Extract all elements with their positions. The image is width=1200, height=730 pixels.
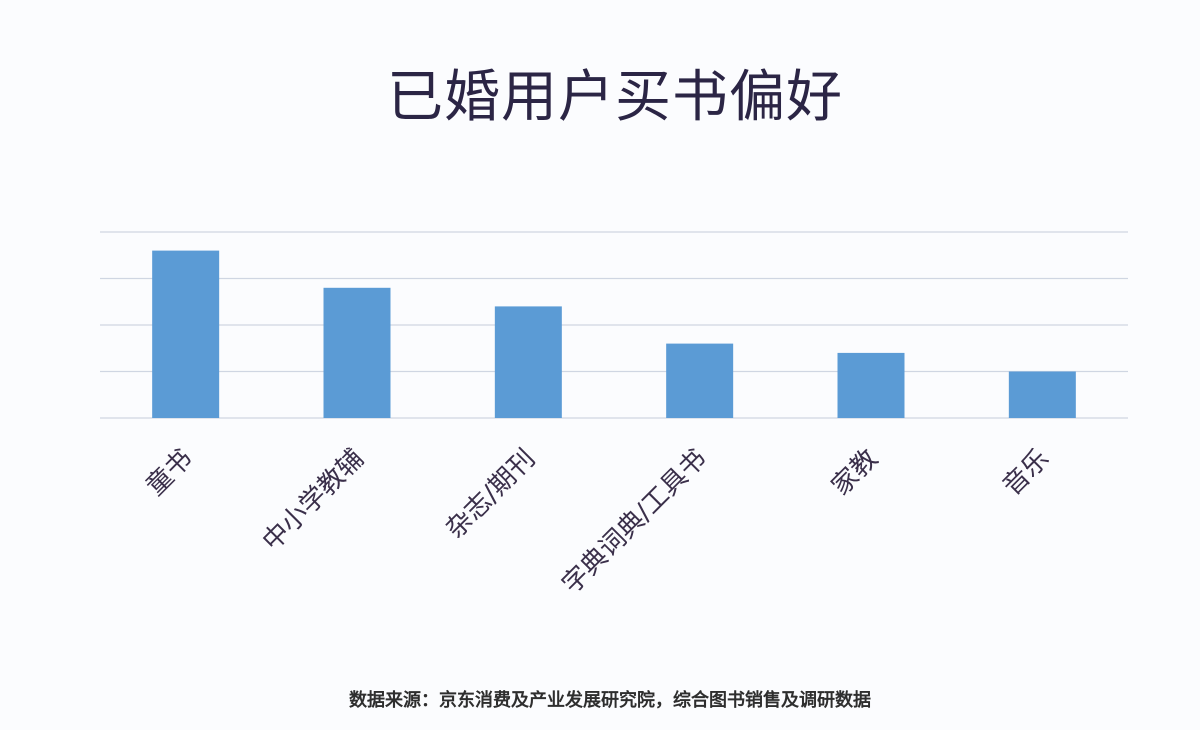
bar: [494, 306, 562, 418]
x-tick-label: 中小学教辅: [257, 444, 370, 557]
x-tick-label: 杂志/期刊: [440, 444, 541, 545]
x-tick-label: 家教: [826, 444, 884, 502]
category-labels: 童书 中小学教辅 杂志/期刊 字典词典/工具书 家教 音乐: [141, 444, 1056, 600]
data-source-note: 数据来源：京东消费及产业发展研究院，综合图书销售及调研数据: [349, 690, 871, 711]
x-tick-label: 字典词典/工具书: [557, 444, 713, 600]
bar: [666, 343, 734, 418]
bar: [837, 352, 905, 418]
bars: [152, 250, 1076, 418]
x-tick-label: 童书: [141, 444, 199, 502]
x-tick-label: 音乐: [997, 444, 1055, 502]
grid-lines: [100, 231, 1128, 419]
bar: [323, 287, 391, 418]
bar: [152, 250, 220, 418]
bar: [1008, 371, 1076, 418]
chart-title: 已婚用户买书偏好: [387, 65, 843, 130]
